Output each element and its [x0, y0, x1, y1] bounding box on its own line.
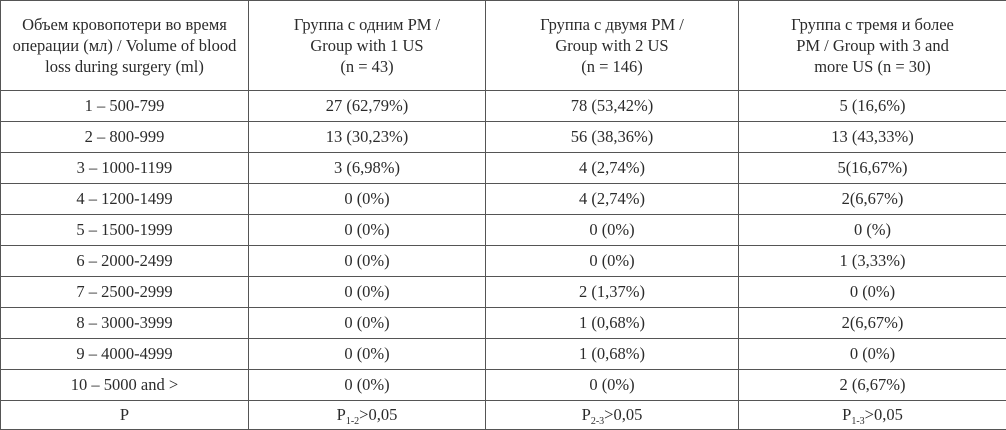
header-group-2: Группа с двумя РМ / Group with 2 US (n =…: [486, 1, 739, 91]
group-2-cell: 0 (0%): [486, 215, 739, 246]
p-threshold: >0,05: [359, 405, 397, 424]
group-3-cell: 2(6,67%): [739, 308, 1006, 339]
table-row: 7 – 2500-2999 0 (0%) 2 (1,37%) 0 (0%): [1, 277, 1006, 308]
header-line: операции (мл) / Volume of blood: [13, 36, 237, 55]
group-3-cell: 1 (3,33%): [739, 246, 1006, 277]
volume-cell: 3 – 1000-1199: [1, 153, 249, 184]
group-2-cell: 4 (2,74%): [486, 153, 739, 184]
volume-cell: 1 – 500-799: [1, 91, 249, 122]
p-value-1-2: P1-2>0,05: [249, 401, 486, 430]
group-3-cell: 0 (0%): [739, 277, 1006, 308]
table-row: 6 – 2000-2499 0 (0%) 0 (0%) 1 (3,33%): [1, 246, 1006, 277]
group-1-cell: 13 (30,23%): [249, 122, 486, 153]
group-2-cell: 78 (53,42%): [486, 91, 739, 122]
header-line: РМ / Group with 3 and: [796, 36, 949, 55]
header-line: Группа с одним РМ /: [294, 15, 440, 34]
group-1-cell: 0 (0%): [249, 184, 486, 215]
group-3-cell: 5(16,67%): [739, 153, 1006, 184]
p-label-cell: P: [1, 401, 249, 430]
volume-cell: 2 – 800-999: [1, 122, 249, 153]
volume-cell: 10 – 5000 and >: [1, 370, 249, 401]
group-2-cell: 2 (1,37%): [486, 277, 739, 308]
header-line: Объем кровопотери во время: [22, 15, 227, 34]
header-line: (n = 146): [581, 57, 643, 76]
header-line: Группа с тремя и более: [791, 15, 954, 34]
group-3-cell: 0 (0%): [739, 339, 1006, 370]
group-3-cell: 2 (6,67%): [739, 370, 1006, 401]
header-line: Group with 1 US: [310, 36, 423, 55]
table-body: 1 – 500-799 27 (62,79%) 78 (53,42%) 5 (1…: [1, 91, 1006, 401]
group-1-cell: 0 (0%): [249, 308, 486, 339]
table-row: 8 – 3000-3999 0 (0%) 1 (0,68%) 2(6,67%): [1, 308, 1006, 339]
header-group-3: Группа с тремя и более РМ / Group with 3…: [739, 1, 1006, 91]
p-symbol: P: [582, 405, 591, 424]
header-volume: Объем кровопотери во время операции (мл)…: [1, 1, 249, 91]
group-2-cell: 1 (0,68%): [486, 308, 739, 339]
header-line: Group with 2 US: [555, 36, 668, 55]
header-row: Объем кровопотери во время операции (мл)…: [1, 1, 1006, 91]
volume-cell: 8 – 3000-3999: [1, 308, 249, 339]
group-3-cell: 13 (43,33%): [739, 122, 1006, 153]
table-footer: P P1-2>0,05 P2-3>0,05 P1-3>0,05: [1, 401, 1006, 430]
group-3-cell: 2(6,67%): [739, 184, 1006, 215]
group-1-cell: 0 (0%): [249, 339, 486, 370]
group-1-cell: 3 (6,98%): [249, 153, 486, 184]
group-1-cell: 0 (0%): [249, 370, 486, 401]
group-2-cell: 4 (2,74%): [486, 184, 739, 215]
table-row: 2 – 800-999 13 (30,23%) 56 (38,36%) 13 (…: [1, 122, 1006, 153]
p-threshold: >0,05: [604, 405, 642, 424]
p-threshold: >0,05: [865, 405, 903, 424]
volume-cell: 5 – 1500-1999: [1, 215, 249, 246]
table-header: Объем кровопотери во время операции (мл)…: [1, 1, 1006, 91]
table-row: 9 – 4000-4999 0 (0%) 1 (0,68%) 0 (0%): [1, 339, 1006, 370]
group-1-cell: 0 (0%): [249, 215, 486, 246]
group-2-cell: 1 (0,68%): [486, 339, 739, 370]
group-1-cell: 0 (0%): [249, 277, 486, 308]
p-value-row: P P1-2>0,05 P2-3>0,05 P1-3>0,05: [1, 401, 1006, 430]
group-2-cell: 0 (0%): [486, 246, 739, 277]
table-row: 5 – 1500-1999 0 (0%) 0 (0%) 0 (%): [1, 215, 1006, 246]
header-line: loss during surgery (ml): [45, 57, 204, 76]
header-line: Группа с двумя РМ /: [540, 15, 684, 34]
p-symbol: P: [842, 405, 851, 424]
p-value-2-3: P2-3>0,05: [486, 401, 739, 430]
table-row: 10 – 5000 and > 0 (0%) 0 (0%) 2 (6,67%): [1, 370, 1006, 401]
group-3-cell: 0 (%): [739, 215, 1006, 246]
volume-cell: 7 – 2500-2999: [1, 277, 249, 308]
volume-cell: 9 – 4000-4999: [1, 339, 249, 370]
group-1-cell: 27 (62,79%): [249, 91, 486, 122]
p-value-1-3: P1-3>0,05: [739, 401, 1006, 430]
p-symbol: P: [337, 405, 346, 424]
table-row: 4 – 1200-1499 0 (0%) 4 (2,74%) 2(6,67%): [1, 184, 1006, 215]
group-3-cell: 5 (16,6%): [739, 91, 1006, 122]
volume-cell: 6 – 2000-2499: [1, 246, 249, 277]
header-line: (n = 43): [340, 57, 393, 76]
group-2-cell: 56 (38,36%): [486, 122, 739, 153]
header-line: more US (n = 30): [814, 57, 931, 76]
table-row: 3 – 1000-1199 3 (6,98%) 4 (2,74%) 5(16,6…: [1, 153, 1006, 184]
group-2-cell: 0 (0%): [486, 370, 739, 401]
table-row: 1 – 500-799 27 (62,79%) 78 (53,42%) 5 (1…: [1, 91, 1006, 122]
header-group-1: Группа с одним РМ / Group with 1 US (n =…: [249, 1, 486, 91]
volume-cell: 4 – 1200-1499: [1, 184, 249, 215]
group-1-cell: 0 (0%): [249, 246, 486, 277]
